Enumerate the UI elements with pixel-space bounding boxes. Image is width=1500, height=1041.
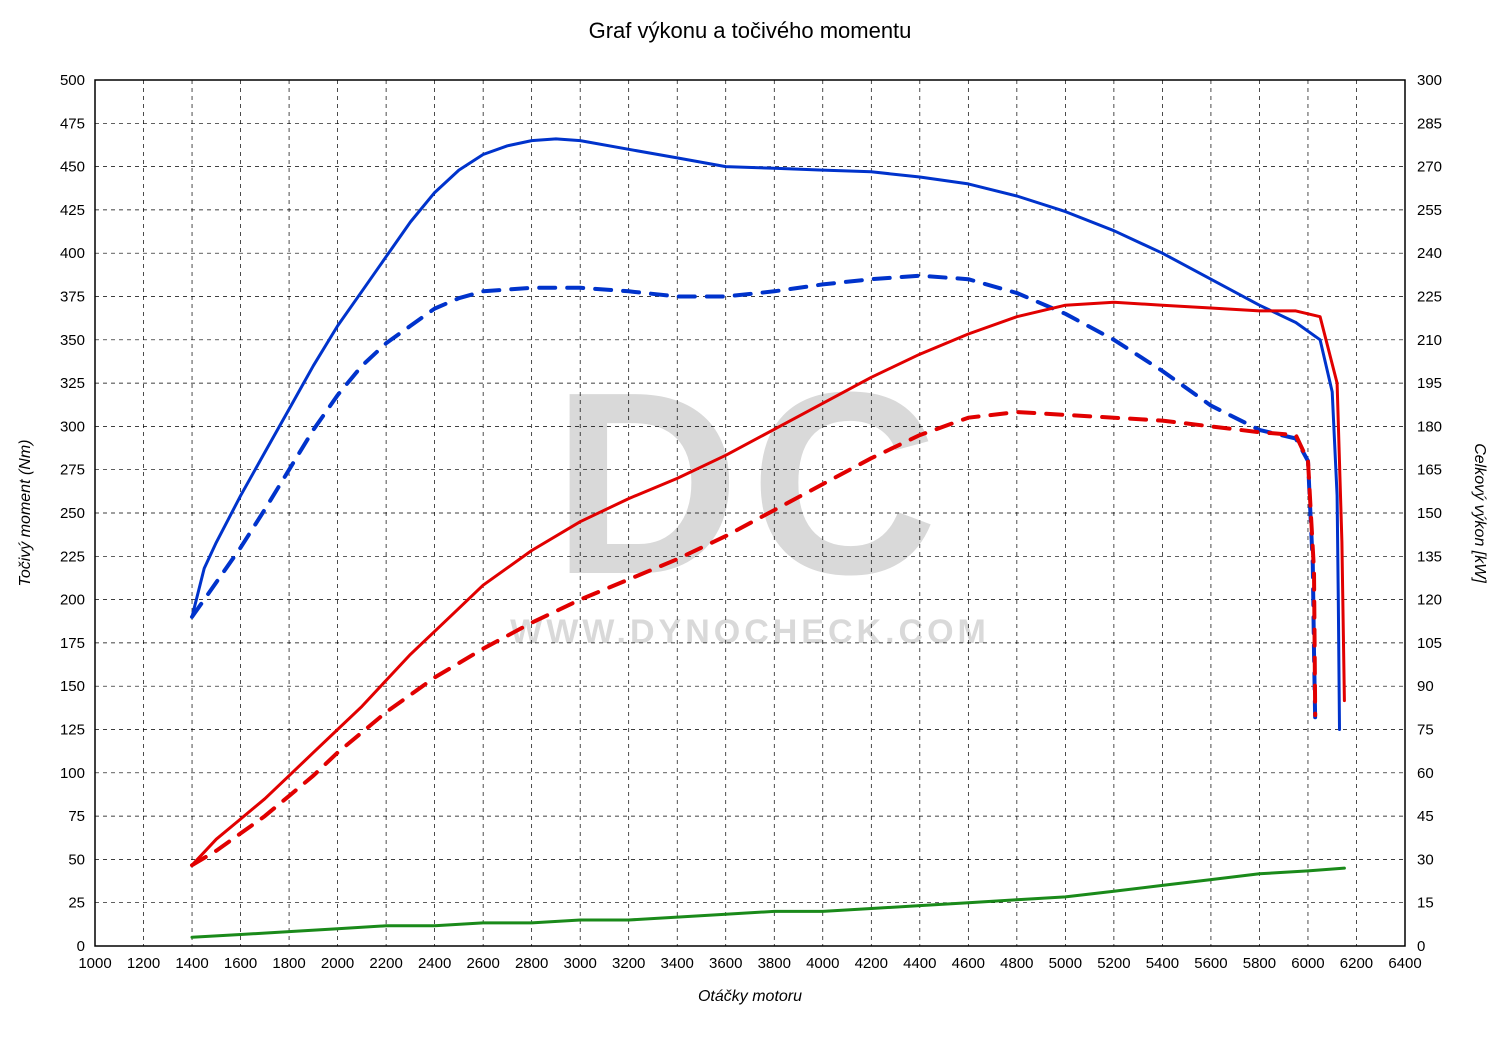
watermark-url: WWW.DYNOCHECK.COM	[510, 613, 990, 651]
y-right-tick-label: 30	[1417, 851, 1434, 868]
x-tick-label: 4400	[903, 955, 936, 972]
y-left-tick-label: 375	[60, 289, 85, 306]
y-left-tick-label: 475	[60, 115, 85, 132]
y-right-tick-label: 105	[1417, 635, 1442, 652]
y-left-tick-label: 250	[60, 505, 85, 522]
y-right-tick-label: 270	[1417, 159, 1442, 176]
y-right-tick-label: 15	[1417, 895, 1434, 912]
x-tick-label: 1800	[272, 955, 305, 972]
chart-container: Graf výkonu a točivého momentu DCWWW.DYN…	[0, 0, 1500, 1041]
y-left-tick-label: 325	[60, 375, 85, 392]
x-tick-label: 2200	[369, 955, 402, 972]
y-left-tick-label: 0	[77, 938, 85, 955]
y-left-tick-label: 500	[60, 72, 85, 89]
y-left-tick-label: 150	[60, 678, 85, 695]
y-right-tick-label: 255	[1417, 202, 1442, 219]
y-left-tick-label: 225	[60, 548, 85, 565]
y-left-tick-label: 125	[60, 722, 85, 739]
x-tick-label: 2800	[515, 955, 548, 972]
y-right-tick-label: 300	[1417, 72, 1442, 89]
x-tick-label: 3400	[661, 955, 694, 972]
y-right-tick-label: 45	[1417, 808, 1434, 825]
x-tick-label: 2600	[466, 955, 499, 972]
y-left-tick-label: 425	[60, 202, 85, 219]
x-tick-label: 4000	[806, 955, 839, 972]
x-tick-label: 4600	[952, 955, 985, 972]
y-right-tick-label: 60	[1417, 765, 1434, 782]
y-left-tick-label: 350	[60, 332, 85, 349]
chart-title: Graf výkonu a točivého momentu	[0, 18, 1500, 44]
y-right-tick-label: 285	[1417, 115, 1442, 132]
y-left-tick-label: 300	[60, 418, 85, 435]
y-left-tick-label: 100	[60, 765, 85, 782]
y-right-axis-label: Celkový výkon [kW]	[1471, 443, 1488, 583]
y-right-tick-label: 75	[1417, 722, 1434, 739]
y-right-tick-label: 240	[1417, 245, 1442, 262]
watermark: DCWWW.DYNOCHECK.COM	[510, 339, 990, 651]
y-left-tick-label: 25	[68, 895, 85, 912]
x-tick-label: 5000	[1049, 955, 1082, 972]
x-tick-label: 4800	[1000, 955, 1033, 972]
x-tick-label: 1600	[224, 955, 257, 972]
x-tick-label: 3800	[758, 955, 791, 972]
y-right-tick-label: 180	[1417, 418, 1442, 435]
x-tick-label: 3600	[709, 955, 742, 972]
chart-svg: DCWWW.DYNOCHECK.COM100012001400160018002…	[0, 0, 1500, 1041]
y-left-tick-label: 50	[68, 851, 85, 868]
x-tick-label: 5200	[1097, 955, 1130, 972]
y-left-tick-label: 450	[60, 159, 85, 176]
x-tick-label: 3200	[612, 955, 645, 972]
y-left-tick-label: 400	[60, 245, 85, 262]
x-tick-label: 1400	[175, 955, 208, 972]
x-tick-label: 6200	[1340, 955, 1373, 972]
y-left-tick-label: 275	[60, 462, 85, 479]
y-left-tick-label: 175	[60, 635, 85, 652]
y-right-tick-label: 90	[1417, 678, 1434, 695]
y-right-tick-label: 120	[1417, 592, 1442, 609]
x-tick-label: 1200	[127, 955, 160, 972]
x-tick-label: 4200	[855, 955, 888, 972]
y-right-tick-label: 195	[1417, 375, 1442, 392]
y-right-tick-label: 210	[1417, 332, 1442, 349]
x-tick-label: 2400	[418, 955, 451, 972]
y-right-tick-label: 165	[1417, 462, 1442, 479]
y-left-tick-label: 200	[60, 592, 85, 609]
x-tick-label: 5400	[1146, 955, 1179, 972]
y-right-tick-label: 150	[1417, 505, 1442, 522]
x-tick-label: 3000	[563, 955, 596, 972]
x-tick-label: 5600	[1194, 955, 1227, 972]
x-tick-label: 5800	[1243, 955, 1276, 972]
y-left-axis-label: Točivý moment (Nm)	[17, 440, 34, 587]
x-axis-label: Otáčky motoru	[698, 988, 802, 1005]
x-tick-label: 6400	[1388, 955, 1421, 972]
x-tick-label: 2000	[321, 955, 354, 972]
y-right-tick-label: 225	[1417, 289, 1442, 306]
y-right-tick-label: 0	[1417, 938, 1425, 955]
x-tick-label: 1000	[78, 955, 111, 972]
x-tick-label: 6000	[1291, 955, 1324, 972]
y-right-tick-label: 135	[1417, 548, 1442, 565]
y-left-tick-label: 75	[68, 808, 85, 825]
